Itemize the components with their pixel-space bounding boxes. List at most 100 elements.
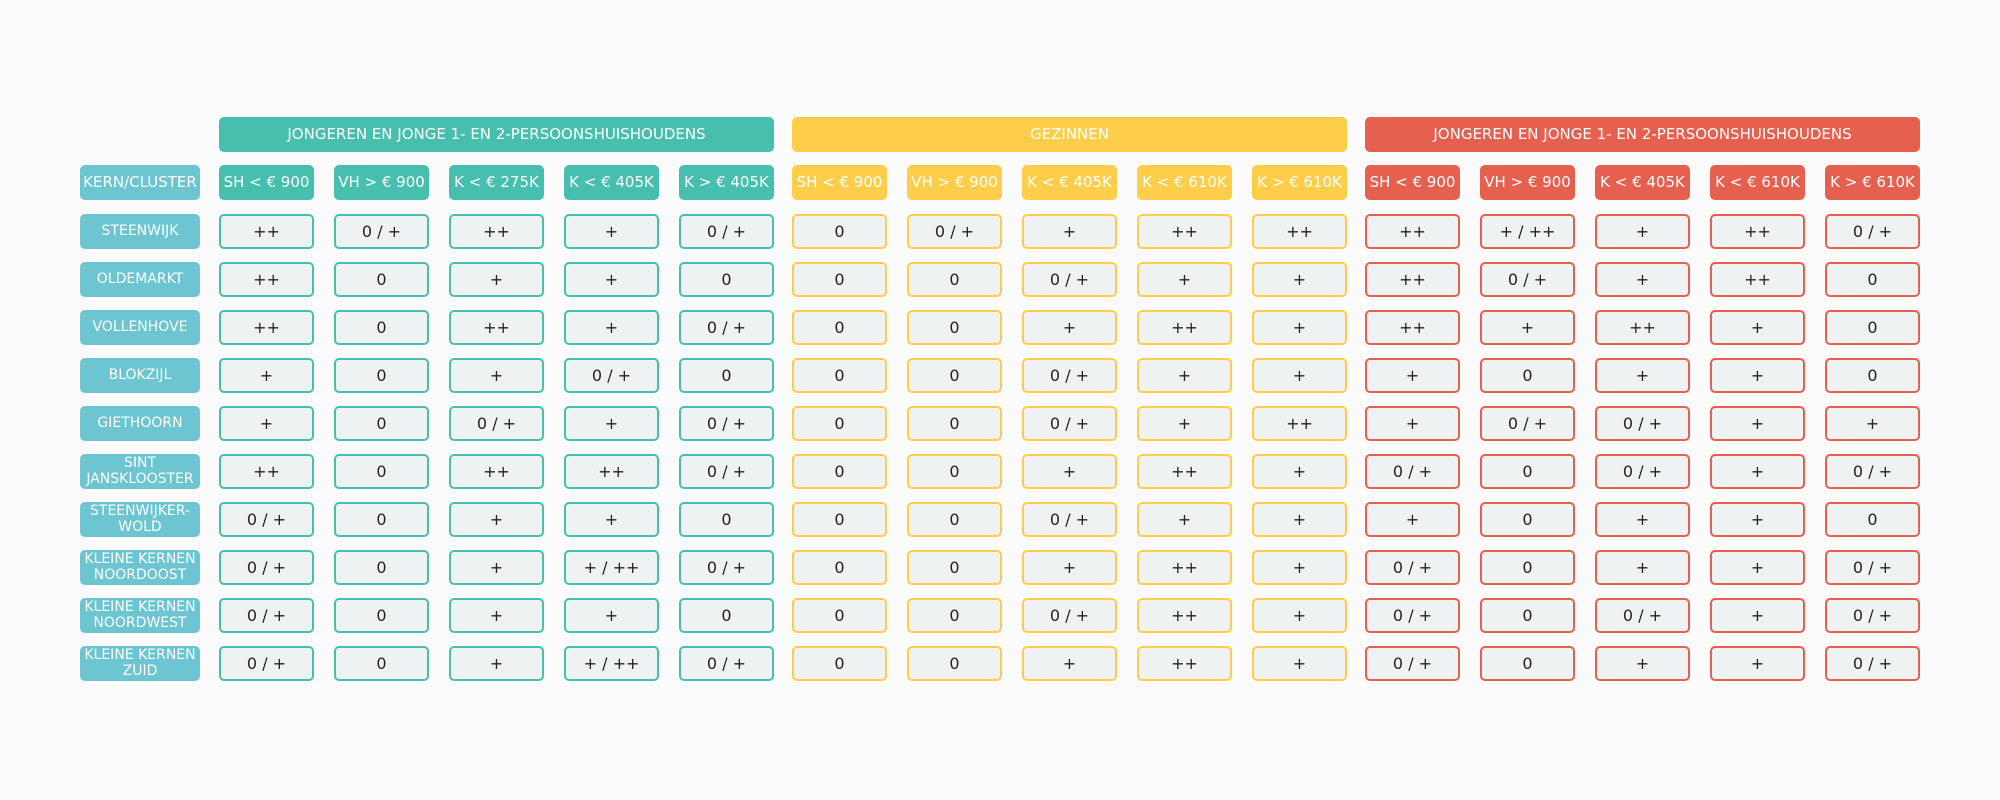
score-cell: +: [1022, 310, 1117, 345]
score-cell: 0: [1480, 550, 1575, 585]
score-cell: 0: [792, 598, 887, 633]
score-cell: 0: [907, 406, 1002, 441]
column-header: K > € 405K: [679, 165, 774, 200]
score-cell: 0 / +: [1365, 550, 1460, 585]
score-cell: 0: [792, 454, 887, 489]
score-cell: 0 / +: [1365, 454, 1460, 489]
score-cell: 0 / +: [679, 454, 774, 489]
score-cell: 0 / +: [1825, 214, 1920, 249]
score-cell: 0: [679, 262, 774, 297]
score-cell: 0: [792, 262, 887, 297]
score-cell: 0 / +: [1825, 598, 1920, 633]
score-cell: +: [564, 502, 659, 537]
column-header: SH < € 900: [219, 165, 314, 200]
score-cell: ++: [1137, 646, 1232, 681]
row-label: STEENWIJKER-WOLD: [80, 502, 200, 537]
score-cell: +: [1710, 646, 1805, 681]
score-cell: ++: [1137, 550, 1232, 585]
column-header: K < € 275K: [449, 165, 544, 200]
score-cell: ++: [1710, 214, 1805, 249]
group-title: GEZINNEN: [792, 117, 1347, 152]
score-cell: ++: [219, 310, 314, 345]
score-cell: 0: [334, 646, 429, 681]
column-header: SH < € 900: [1365, 165, 1460, 200]
score-cell: +: [1137, 358, 1232, 393]
score-cell: 0: [907, 646, 1002, 681]
score-cell: +: [1022, 646, 1117, 681]
score-cell: +: [1710, 406, 1805, 441]
score-cell: +: [1595, 358, 1690, 393]
score-cell: + / ++: [1480, 214, 1575, 249]
score-cell: 0 / +: [219, 550, 314, 585]
score-cell: 0: [907, 502, 1002, 537]
score-cell: 0 / +: [1595, 598, 1690, 633]
score-cell: +: [1710, 550, 1805, 585]
score-cell: ++: [1365, 214, 1460, 249]
score-cell: 0: [792, 550, 887, 585]
score-cell: 0 / +: [679, 214, 774, 249]
score-cell: 0: [907, 598, 1002, 633]
score-cell: 0: [907, 310, 1002, 345]
score-cell: +: [1252, 262, 1347, 297]
row-label: KLEINE KERNEN NOORDOOST: [80, 550, 200, 585]
score-cell: ++: [1365, 310, 1460, 345]
column-header: K > € 610K: [1252, 165, 1347, 200]
column-header: SH < € 900: [792, 165, 887, 200]
score-cell: 0: [792, 502, 887, 537]
score-cell: 0: [907, 454, 1002, 489]
score-cell: 0: [907, 358, 1002, 393]
score-cell: +: [1710, 454, 1805, 489]
score-cell: +: [1137, 502, 1232, 537]
row-label: BLOKZIJL: [80, 358, 200, 393]
score-cell: +: [564, 214, 659, 249]
score-cell: 0 / +: [564, 358, 659, 393]
score-cell: +: [1252, 502, 1347, 537]
group-title: JONGEREN EN JONGE 1- EN 2-PERSOONSHUISHO…: [1365, 117, 1920, 152]
row-label: OLDEMARKT: [80, 262, 200, 297]
score-cell: 0: [1480, 598, 1575, 633]
score-cell: 0: [679, 598, 774, 633]
score-cell: +: [1595, 550, 1690, 585]
score-cell: +: [1595, 214, 1690, 249]
score-cell: ++: [564, 454, 659, 489]
column-header: K < € 405K: [1595, 165, 1690, 200]
score-cell: 0 / +: [1480, 406, 1575, 441]
column-header: K < € 405K: [1022, 165, 1117, 200]
score-cell: ++: [219, 262, 314, 297]
score-cell: +: [449, 262, 544, 297]
score-cell: +: [1252, 358, 1347, 393]
score-cell: +: [564, 310, 659, 345]
score-cell: 0: [792, 310, 887, 345]
score-cell: 0 / +: [449, 406, 544, 441]
score-cell: 0: [334, 598, 429, 633]
score-cell: 0: [334, 358, 429, 393]
score-cell: 0 / +: [1022, 262, 1117, 297]
score-cell: +: [219, 406, 314, 441]
score-cell: ++: [1252, 406, 1347, 441]
score-cell: 0 / +: [679, 550, 774, 585]
score-cell: +: [219, 358, 314, 393]
score-cell: 0: [792, 646, 887, 681]
score-cell: 0 / +: [1365, 646, 1460, 681]
score-cell: +: [564, 598, 659, 633]
score-cell: ++: [449, 454, 544, 489]
score-cell: 0 / +: [1022, 406, 1117, 441]
score-cell: 0 / +: [1022, 598, 1117, 633]
score-cell: 0: [1480, 502, 1575, 537]
score-cell: +: [1710, 310, 1805, 345]
score-cell: +: [1252, 550, 1347, 585]
score-cell: +: [449, 598, 544, 633]
score-cell: 0: [679, 358, 774, 393]
row-label: GIETHOORN: [80, 406, 200, 441]
score-cell: ++: [449, 214, 544, 249]
row-label: SINT JANSKLOOSTER: [80, 454, 200, 489]
group-title: JONGEREN EN JONGE 1- EN 2-PERSOONSHUISHO…: [219, 117, 774, 152]
score-cell: ++: [1710, 262, 1805, 297]
score-cell: 0: [1480, 646, 1575, 681]
score-cell: +: [449, 550, 544, 585]
score-cell: 0: [1825, 262, 1920, 297]
corner-label: KERN/CLUSTER: [80, 165, 200, 200]
score-cell: +: [1022, 214, 1117, 249]
score-cell: 0: [1825, 358, 1920, 393]
score-cell: +: [1365, 406, 1460, 441]
